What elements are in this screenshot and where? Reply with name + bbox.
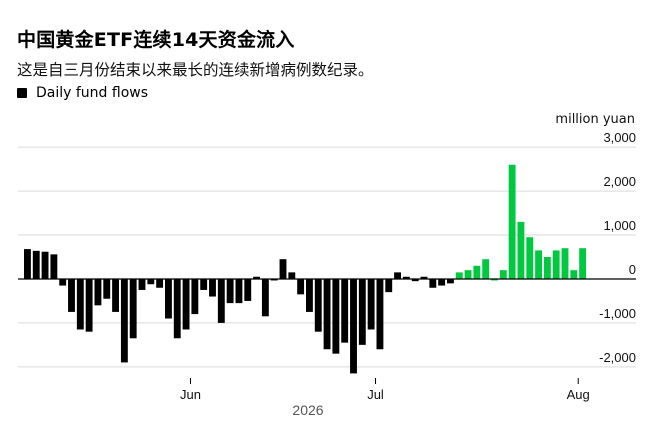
chart-title: 中国黄金ETF连续14天资金流入 [17,29,295,51]
x-tick-label: Jul [367,387,384,402]
legend-label: Daily fund flows [36,85,149,101]
bar [394,272,401,279]
bar [297,278,305,295]
bar [120,278,128,363]
bar [552,250,560,279]
bar [76,278,84,330]
y-tick-label: -2,000 [599,350,636,365]
y-tick-label: 1,000 [603,218,636,233]
bar [367,278,375,330]
bar [482,259,490,279]
bar [341,278,349,343]
bar [94,278,102,306]
bar [85,278,93,332]
bar [411,278,419,282]
y-axis-unit: million yuan [555,112,635,127]
y-tick-label: 3,000 [603,130,636,145]
bar [129,278,137,339]
chart-subtitle: 这是自三月份结束以来最长的连续新增病例数纪录。 [17,61,374,79]
bar [306,278,313,312]
y-tick-label: -1,000 [599,306,636,321]
bar [173,278,181,339]
bar [429,278,437,288]
bar [165,278,172,319]
bar [59,278,67,286]
bar [244,278,252,301]
bar [112,278,119,312]
bar [288,272,296,279]
bar [68,278,75,312]
y-tick-label: 0 [629,262,636,277]
bar [491,278,498,281]
bar [464,270,472,279]
bar [579,248,587,279]
bar [138,278,146,290]
bar [50,254,58,279]
y-tick-label: 2,000 [603,174,636,189]
bar [226,278,234,304]
bar [499,270,507,279]
bar [420,276,428,279]
bar [24,249,31,279]
bar [402,276,410,279]
bar [103,278,111,299]
bar [526,237,534,279]
bar [350,278,357,374]
bar [323,278,331,350]
bar [447,278,454,284]
bar [41,251,49,279]
bar [32,250,40,279]
bar [156,278,164,288]
legend-swatch [17,88,27,98]
bar [376,278,384,350]
bar [314,278,322,332]
bar [279,259,287,279]
bar [543,257,551,279]
legend: Daily fund flows [17,85,148,101]
bar [455,272,463,279]
bar [147,278,155,285]
bar [508,164,516,279]
bar [253,276,260,279]
year-label: 2026 [292,402,323,418]
bar [561,248,569,279]
bar [235,278,243,304]
x-tick-label: Aug [567,387,590,402]
x-tick-label: Jun [180,387,201,402]
bar [191,278,199,315]
bar [438,278,446,286]
bar [270,278,278,281]
bar [332,278,340,354]
bar [385,278,393,293]
bar [570,270,578,279]
bar [517,221,525,279]
bar [209,278,216,297]
bar [200,278,208,290]
bar [473,265,481,279]
bar [182,278,190,330]
bar [217,278,225,323]
bar [261,278,269,317]
bar [535,250,542,279]
bar [358,278,366,345]
